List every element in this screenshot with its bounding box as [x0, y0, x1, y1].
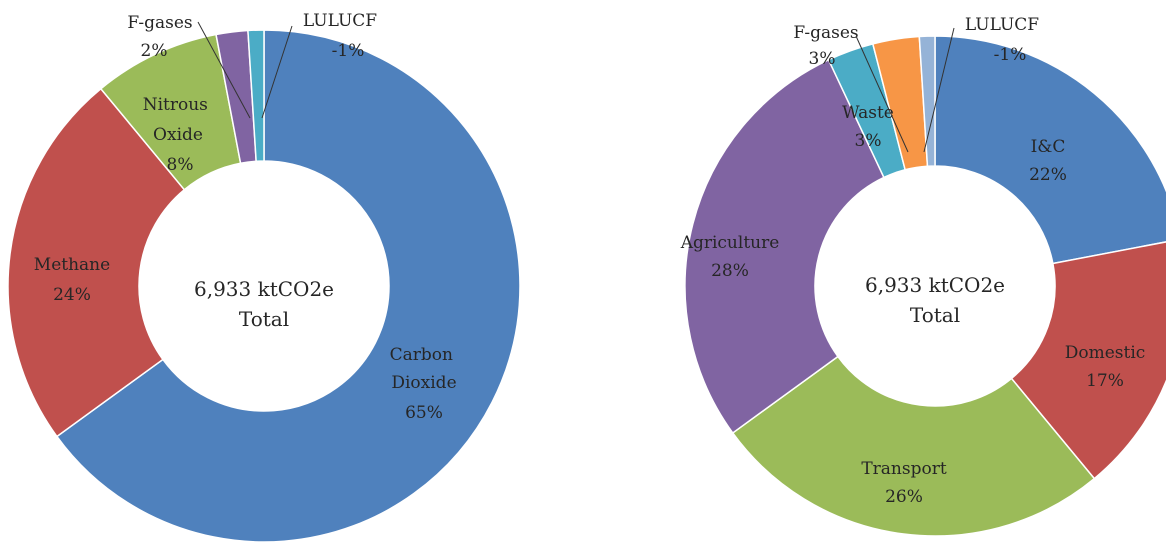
- label-nitrous-oxide-line2: Oxide: [153, 125, 203, 145]
- leader-lululcf: [923, 27, 955, 153]
- slice-domestic: [1010, 241, 1166, 480]
- label-nitrous-oxide: Nitrous Oxide: [143, 95, 214, 145]
- value-carbon-dioxide: 65%: [405, 403, 443, 423]
- label-carbon-dioxide-line2: Dioxide: [391, 373, 456, 393]
- leader-lululcf: [261, 25, 293, 119]
- label-waste: Waste: [842, 103, 894, 123]
- center-total-caption: Total: [910, 303, 960, 327]
- slice-transport: [731, 355, 1096, 537]
- label-lululcf: LULUCF: [303, 11, 377, 31]
- label-methane: Methane: [34, 255, 110, 275]
- value-methane: 24%: [53, 285, 91, 305]
- sector-breakdown-donut: 6,933 ktCO2e Total I&C 22% Domestic 17% …: [680, 15, 1166, 537]
- slice-ic: [934, 35, 1166, 265]
- value-transport: 26%: [885, 487, 923, 507]
- slice-lulucf: [247, 29, 265, 163]
- value-lululcf: -1%: [994, 45, 1027, 65]
- leader-f-gases: [197, 21, 251, 119]
- label-transport: Transport: [861, 459, 947, 479]
- slice-agriculture: [684, 58, 885, 434]
- center-total-caption: Total: [239, 307, 289, 331]
- value-nitrous-oxide: 8%: [167, 155, 194, 175]
- label-ic: I&C: [1031, 137, 1066, 157]
- value-ic: 22%: [1029, 165, 1067, 185]
- center-total-value: 6,933 ktCO2e: [194, 277, 334, 301]
- slice-carbon-dioxide: [55, 29, 521, 543]
- label-carbon-dioxide: Carbon Dioxide: [390, 345, 459, 393]
- gas-breakdown-donut: 6,933 ktCO2e Total Carbon Dioxide 65% Me…: [7, 11, 521, 543]
- value-f-gases: 2%: [141, 41, 168, 61]
- value-domestic: 17%: [1086, 371, 1124, 391]
- slice-methane: [7, 87, 186, 438]
- label-agriculture: Agriculture: [680, 233, 780, 253]
- value-waste: 3%: [855, 131, 882, 151]
- label-f-gases: F-gases: [793, 23, 858, 43]
- center-total-value: 6,933 ktCO2e: [865, 273, 1005, 297]
- label-nitrous-oxide-line1: Nitrous: [143, 95, 208, 115]
- label-carbon-dioxide-line1: Carbon: [390, 345, 453, 365]
- label-lululcf: LULUCF: [965, 15, 1039, 35]
- label-f-gases: F-gases: [127, 13, 192, 33]
- slice-lulucf: [918, 35, 936, 168]
- leader-f-gases: [855, 35, 909, 153]
- label-domestic: Domestic: [1065, 343, 1146, 363]
- value-lululcf: -1%: [332, 41, 365, 61]
- value-agriculture: 28%: [711, 261, 749, 281]
- value-f-gases: 3%: [809, 49, 836, 69]
